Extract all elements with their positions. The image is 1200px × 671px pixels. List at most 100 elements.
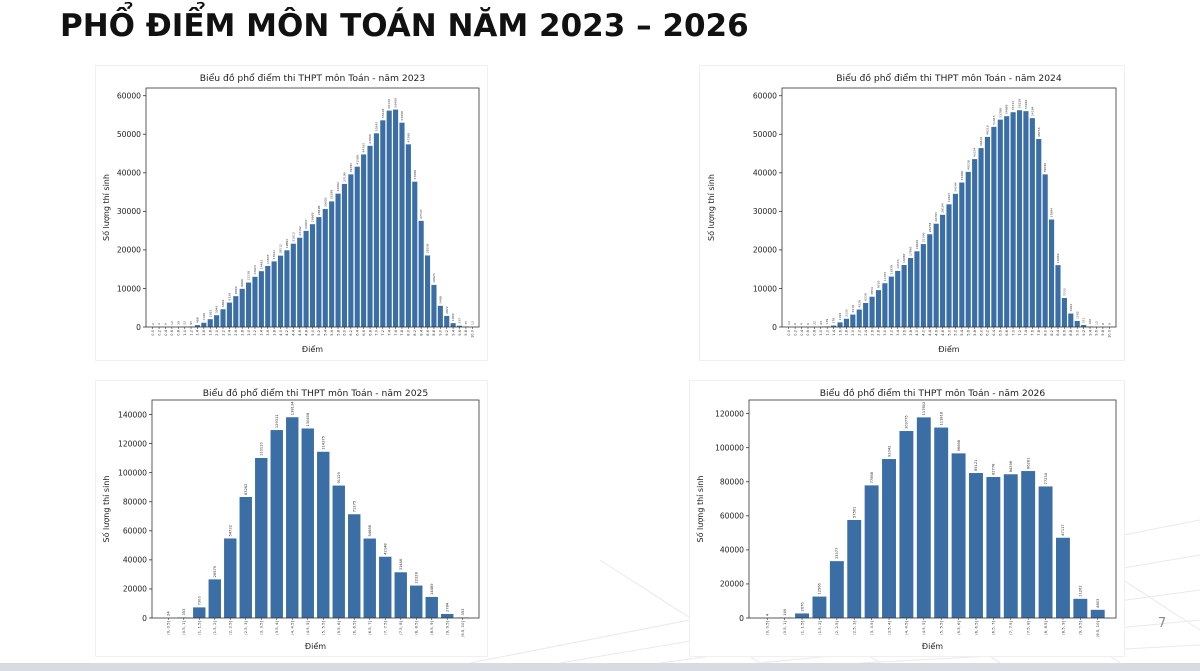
x-tick-label: 8.6 <box>426 329 430 335</box>
bar-value-label: 33377 <box>835 548 839 559</box>
bar-value-label: 17895 <box>909 246 913 256</box>
bar <box>410 585 423 618</box>
bar <box>309 224 316 327</box>
bar <box>277 255 284 327</box>
x-tick-label: (4, 4.5] <box>904 620 909 634</box>
bar <box>1003 474 1018 618</box>
x-tick-label: 6.4 <box>356 329 360 335</box>
y-tick-label: 120000 <box>118 439 147 448</box>
bar-value-label: 32589 <box>330 190 334 200</box>
chart-2023-svg: Biểu đồ phổ điểm thi THPT môn Toán - năm… <box>101 73 480 354</box>
x-tick-label: 0.4 <box>800 329 804 335</box>
x-tick-label: 6.0 <box>343 329 347 335</box>
y-tick-label: 60000 <box>720 512 744 521</box>
bar-value-label: 39590 <box>1043 163 1047 173</box>
y-tick-label: 30000 <box>117 207 141 216</box>
bar-value-label: 47390 <box>406 133 410 143</box>
bar <box>907 258 914 327</box>
bar-value-label: 34602 <box>336 182 340 192</box>
bar-value-label: 85121 <box>974 460 978 471</box>
x-tick-label: 9.6 <box>458 329 462 335</box>
bar-value-label: 129311 <box>275 414 279 428</box>
bar-value-label: 51915 <box>992 115 996 125</box>
x-tick-label: 1.4 <box>196 329 200 335</box>
y-tick-label: 40000 <box>753 169 777 178</box>
bar-value-label: 18512 <box>279 244 283 254</box>
x-tick-label: 3.2 <box>253 330 257 336</box>
bar <box>208 579 221 618</box>
bar <box>425 596 438 618</box>
x-tick-label: 1.6 <box>202 329 206 335</box>
bar <box>265 265 271 327</box>
bar-value-label: 93342 <box>887 446 891 457</box>
bar-value-label: 6 <box>806 323 810 325</box>
bar <box>882 283 888 327</box>
bar-value-label: 47117 <box>1061 524 1065 535</box>
x-tick-label: 8.2 <box>1050 330 1054 336</box>
bar <box>329 201 335 327</box>
bar <box>843 318 849 327</box>
bar-value-label: 82778 <box>992 463 996 475</box>
bar-value-label: 14553 <box>896 259 900 269</box>
x-tick-label: 6.6 <box>362 329 366 335</box>
bar-value-label: 55993 <box>1024 100 1028 110</box>
x-tick-label: 8.6 <box>1063 329 1067 335</box>
y-tick-label: 20000 <box>117 246 141 255</box>
x-tick-label: 2.2 <box>858 330 862 336</box>
bar <box>380 120 386 328</box>
x-tick-label: (5, 5.5] <box>939 620 944 634</box>
x-tick-label: (0.5, 1] <box>782 620 787 634</box>
bar-value-label: 6 <box>164 323 168 325</box>
bar-value-label: 21612 <box>291 232 295 242</box>
bar <box>946 204 952 327</box>
x-tick-label: 3.0 <box>883 329 887 335</box>
bar <box>1068 313 1074 327</box>
chart-title: Biểu đồ phổ điểm thi THPT môn Toán - năm… <box>836 73 1062 84</box>
x-tick-label: 4.2 <box>922 330 926 336</box>
x-tick-label: (4.5, 5] <box>305 620 310 634</box>
bar <box>348 174 354 327</box>
bar-value-label: 149 <box>783 608 787 616</box>
x-tick-label: 7.0 <box>375 329 379 335</box>
y-tick-label: 120000 <box>715 409 744 418</box>
bar <box>1061 297 1067 327</box>
x-axis-label: Điểm <box>302 344 323 354</box>
x-tick-label: 3.8 <box>272 329 276 335</box>
x-tick-label: 5.0 <box>311 329 315 335</box>
x-tick-label: (2, 2.5] <box>834 620 839 634</box>
y-tick-label: 140000 <box>118 410 147 419</box>
x-tick-label: 3.8 <box>909 329 913 335</box>
bar <box>316 217 322 327</box>
bar-value-label: 7300 <box>198 596 202 606</box>
bar <box>850 314 856 327</box>
bar-value-label: 11262 <box>1079 585 1083 596</box>
bar-value-label: 3494 <box>1069 304 1073 312</box>
bar-value-label: 3218 <box>851 305 855 313</box>
x-tick-label: (9, 9.5] <box>1078 620 1083 634</box>
bar <box>258 271 264 327</box>
x-tick-label: 6.6 <box>999 329 1003 335</box>
plot-frame <box>145 87 480 328</box>
x-tick-label: 2.0 <box>215 329 219 335</box>
bar <box>297 237 303 327</box>
bar-value-label: 1562 <box>1075 311 1079 319</box>
bar-value-label: 54689 <box>1005 105 1009 115</box>
bar <box>322 209 328 327</box>
bar-value-label: 12 <box>470 321 474 325</box>
bar-value-label: 9899 <box>240 279 244 287</box>
bar-value-label: 0 <box>793 323 797 325</box>
x-tick-label: 1.4 <box>832 329 836 335</box>
x-tick-label: 5.2 <box>954 330 958 336</box>
bar <box>847 519 862 618</box>
x-tick-label: 3.0 <box>247 329 251 335</box>
bar-value-label: 86281 <box>1026 458 1030 469</box>
y-tick-label: 20000 <box>123 585 147 594</box>
y-tick-label: 60000 <box>753 92 777 101</box>
x-tick-label: (4.5, 5] <box>921 620 926 634</box>
bar <box>252 276 258 327</box>
x-tick-label: 3.6 <box>902 329 906 335</box>
bar <box>431 284 437 327</box>
bar-value-label: 22328 <box>414 571 418 583</box>
bar-value-label: 11538 <box>247 271 251 281</box>
x-tick-label: 4.6 <box>934 329 938 335</box>
